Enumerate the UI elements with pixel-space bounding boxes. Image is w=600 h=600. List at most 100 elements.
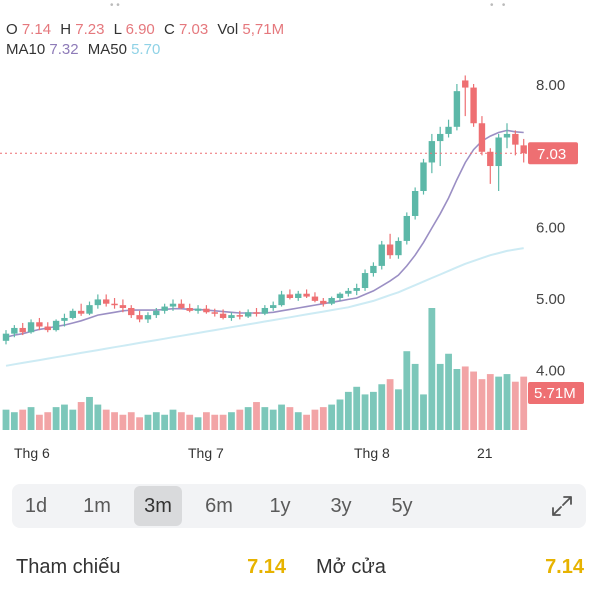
volume-bar [453,369,461,430]
candle-body [453,91,461,127]
range-3m-button[interactable]: 3m [134,486,182,526]
reference-price-row: Tham chiếu 7.14 [16,556,286,579]
candle-body [11,327,18,334]
candle-body [194,308,202,311]
open-price-label: Mở cửa [316,556,386,578]
candle-body [286,294,294,298]
candle-body [261,307,269,314]
candle-body [244,312,252,317]
last-volume-tag [528,382,584,404]
volume-bar [119,414,127,430]
candle-body [353,288,360,291]
last-price-tag [528,142,578,165]
ma-readout: MA10 7.32 MA50 5.70 [6,41,160,58]
candle-body [320,300,327,304]
candle-body [203,308,210,313]
candle-body [128,307,135,316]
candle-body [236,315,243,317]
candle-body [437,133,444,142]
range-6m-button[interactable]: 6m [205,494,233,517]
candle-body [445,126,452,134]
y-tick-label: 4.00 [536,362,565,379]
candle-body [395,240,402,256]
candle-body [36,322,43,327]
volume-bar [269,409,277,430]
volume-bar [61,404,68,430]
volume-bar [211,414,219,430]
candle-body [136,315,143,320]
volume-value: 5,71M [242,21,285,38]
range-1m-button[interactable]: 1m [83,494,111,517]
candle-body [520,145,527,154]
volume-bar [94,404,102,430]
volume-bar [403,351,411,430]
candle-body [61,317,68,321]
volume-bar [278,404,285,430]
volume-bar [495,376,503,430]
volume-bar [36,414,43,430]
volume-bar [236,409,244,430]
y-tick-label: 8.00 [536,77,565,94]
open-label: O [6,21,18,38]
candle-body [303,293,310,297]
volume-bar [428,308,436,430]
low-value: 6.90 [125,21,155,38]
candle-body [403,215,410,241]
volume-bar [344,391,352,430]
high-label: H [60,21,72,38]
volume-bar [10,412,18,430]
candle-body [228,315,235,318]
volume-bar [86,396,93,430]
volume-bar [436,363,444,430]
x-label-thg8: Thg 8 [354,445,390,461]
volume-bar [19,409,27,430]
candle-body [19,327,26,333]
volume-bar [52,407,60,430]
volume-bar [286,407,294,430]
volume-bar [411,363,419,430]
open-price-row: Mở cửa 7.14 [316,556,584,579]
last-volume-label: 5.71M [534,385,576,402]
candle-body [270,305,277,308]
candle-body [144,315,152,320]
range-1d-button[interactable]: 1d [24,494,48,517]
candle-body [487,151,494,167]
volume-bar [27,407,35,430]
volume-bar [169,409,177,430]
candle-body [219,313,227,318]
volume-bar [470,371,477,430]
candle-body [361,273,369,289]
candle-body [295,293,302,298]
top-right-dots: • • [490,0,506,11]
candle-body [2,333,10,341]
price-chart[interactable]: 8.00 6.00 5.00 4.00 7.03 5.71M Thg 6 Thg 7 Thg 8… [0,0,600,470]
volume-bar [378,384,386,430]
volume-bar [361,394,369,430]
range-1y-button[interactable]: 1y [269,494,291,517]
volume-bar [69,409,77,430]
volume-bar [194,417,202,430]
volume-bar [253,402,260,430]
y-tick-label: 6.00 [536,220,565,237]
candle-body [69,310,76,318]
ma10-value: 7.32 [49,41,79,58]
x-label-thg7: Thg 7 [188,445,224,461]
x-label-21: 21 [477,445,493,461]
volume-bar [328,404,336,430]
reference-value: 7.14 [247,556,286,578]
volume-bar [2,409,10,430]
volume-bar [44,412,52,430]
volume-bar [420,394,427,430]
ma50-label: MA50 [87,41,127,58]
range-5y-button[interactable]: 5y [391,494,413,517]
candle-body [161,306,168,311]
candle-body [311,296,319,301]
candle-body [370,265,377,274]
candle-body [336,293,344,298]
range-3y-button[interactable]: 3y [330,494,352,517]
volume-bar [219,414,227,430]
volume-bar [136,417,143,430]
expand-icon[interactable] [550,494,574,518]
candle-body [153,310,160,316]
volume-bar [127,412,135,430]
